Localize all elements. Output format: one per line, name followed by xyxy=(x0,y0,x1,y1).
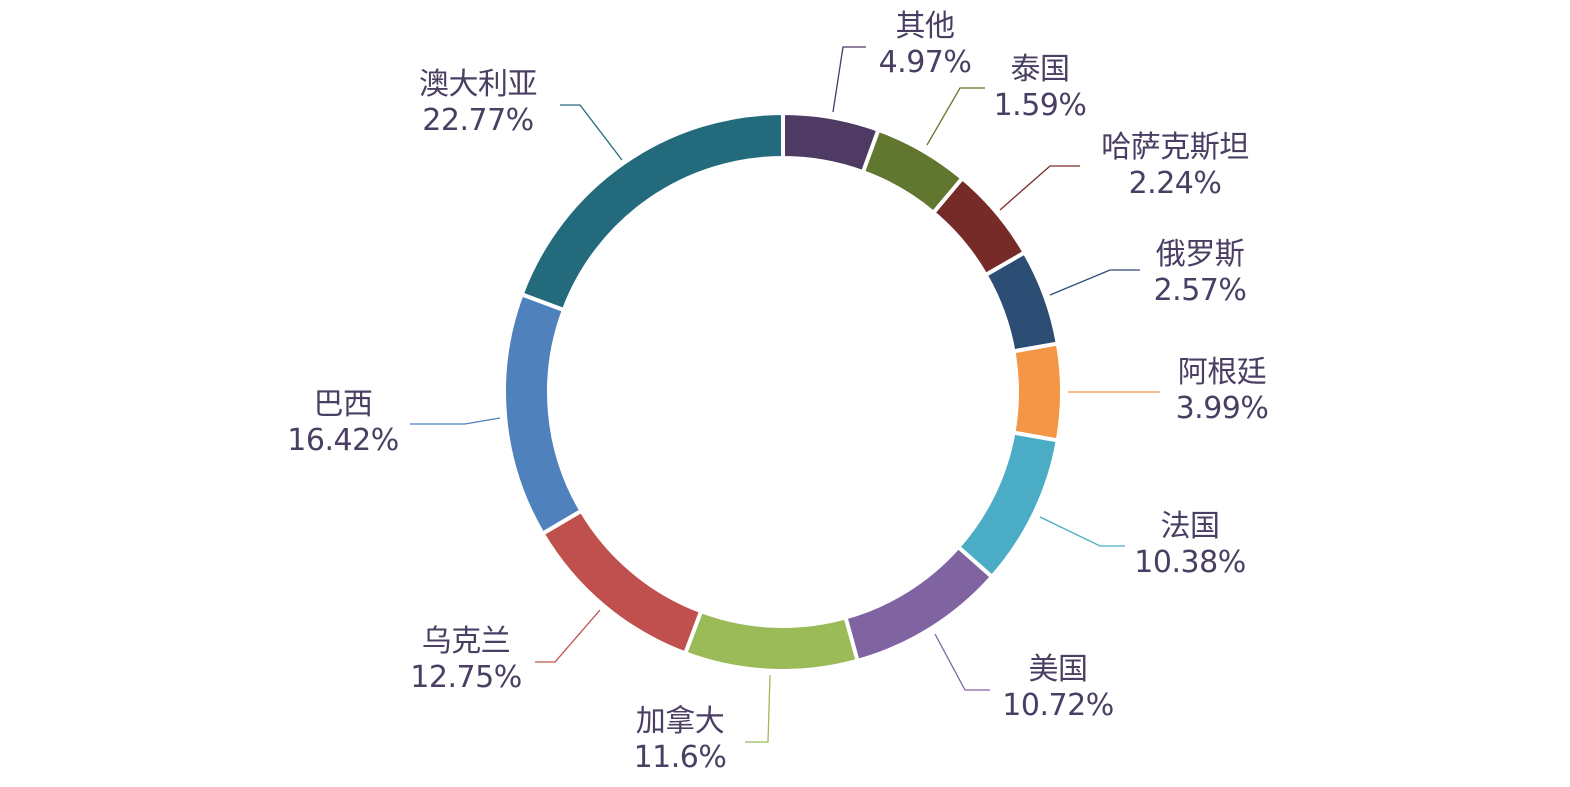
leader-line-5 xyxy=(1039,516,1125,547)
slice-label-percent: 12.75% xyxy=(410,660,522,695)
slice-label-percent: 11.6% xyxy=(633,740,727,775)
slice-label: 澳大利亚 22.77% xyxy=(419,67,538,139)
leader-line-3 xyxy=(1049,269,1140,296)
slice-label-name: 法国 xyxy=(1160,509,1220,544)
slice-label-percent: 16.42% xyxy=(287,423,399,458)
slice-label-name: 乌克兰 xyxy=(421,624,511,659)
slice-label-name: 泰国 xyxy=(1010,52,1070,87)
slice-7[interactable] xyxy=(682,608,861,673)
donut-slices xyxy=(502,110,1064,673)
slice-label-percent: 2.24% xyxy=(1128,166,1222,201)
slice-label-percent: 10.72% xyxy=(1002,688,1114,723)
slice-label: 俄罗斯 2.57% xyxy=(1154,237,1247,309)
leader-lines xyxy=(410,46,1160,743)
slice-10[interactable] xyxy=(519,110,785,313)
slice-label: 美国 10.72% xyxy=(1002,652,1114,724)
leader-line-8 xyxy=(535,609,601,663)
slice-label-percent: 10.38% xyxy=(1134,545,1246,580)
slice-label-percent: 4.97% xyxy=(878,45,972,80)
slice-label: 加拿大 11.6% xyxy=(634,704,727,776)
slice-label-name: 澳大利亚 xyxy=(419,67,538,102)
slice-label: 阿根廷 3.99% xyxy=(1176,355,1269,427)
slice-label: 泰国 1.59% xyxy=(994,52,1087,124)
slice-label-name: 俄罗斯 xyxy=(1155,237,1245,272)
slice-label: 其他 4.97% xyxy=(879,9,972,81)
slice-label-name: 加拿大 xyxy=(635,704,725,739)
leader-line-0 xyxy=(832,46,866,113)
slice-5[interactable] xyxy=(955,430,1061,580)
slice-label: 法国 10.38% xyxy=(1134,509,1246,581)
slice-label: 乌克兰 12.75% xyxy=(410,624,522,696)
slice-label-name: 巴西 xyxy=(313,387,373,422)
leader-line-10 xyxy=(560,104,623,161)
leader-line-2 xyxy=(999,165,1080,211)
leader-line-6 xyxy=(934,633,990,691)
slice-6[interactable] xyxy=(843,544,995,664)
slice-label-name: 哈萨克斯坦 xyxy=(1101,130,1249,165)
slice-0[interactable] xyxy=(781,110,881,175)
leader-line-1 xyxy=(926,87,985,146)
slice-label-percent: 2.57% xyxy=(1153,273,1247,308)
slice-label: 巴西 16.42% xyxy=(287,387,399,459)
slice-9[interactable] xyxy=(502,291,585,537)
slice-label-percent: 22.77% xyxy=(422,103,534,138)
slice-label-percent: 1.59% xyxy=(993,88,1087,123)
slice-4[interactable] xyxy=(1011,341,1064,443)
slice-label-name: 其他 xyxy=(895,9,955,44)
leader-line-9 xyxy=(410,417,501,425)
slice-label-name: 阿根廷 xyxy=(1177,355,1267,390)
slice-label-name: 美国 xyxy=(1028,652,1088,687)
slice-8[interactable] xyxy=(539,508,704,656)
slice-label: 哈萨克斯坦 2.24% xyxy=(1101,130,1249,202)
slice-label-percent: 3.99% xyxy=(1175,391,1269,426)
leader-line-7 xyxy=(745,674,771,743)
slice-3[interactable] xyxy=(982,249,1061,354)
